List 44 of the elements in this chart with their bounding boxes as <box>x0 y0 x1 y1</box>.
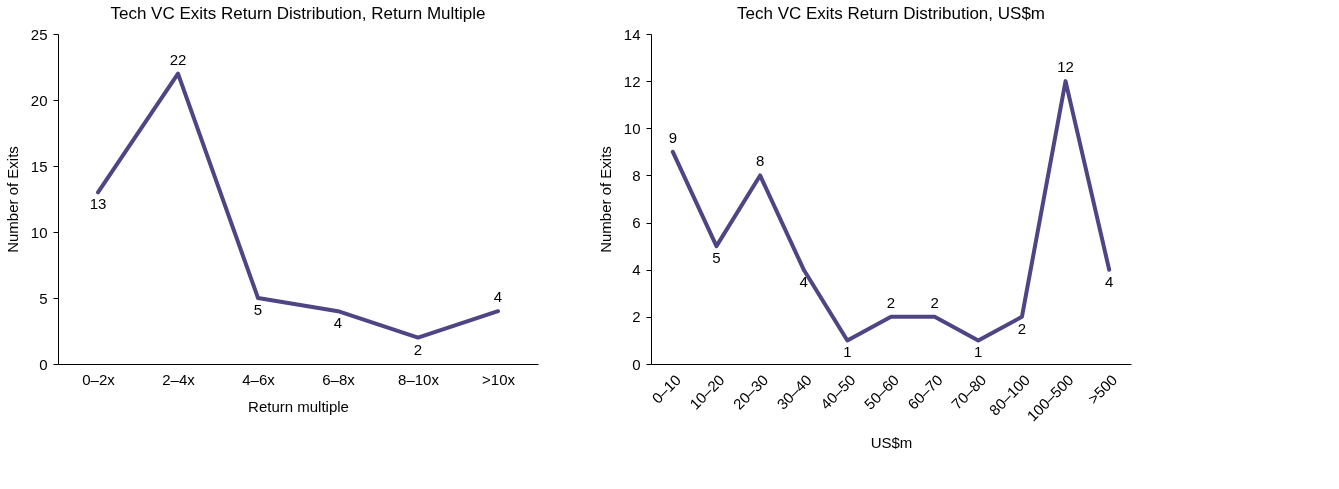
data-label: 12 <box>1057 58 1074 76</box>
y-tick-label: 12 <box>623 72 641 90</box>
y-tick-label: 6 <box>632 214 641 232</box>
y-tick-label: 25 <box>30 25 48 43</box>
x-tick-label: >10x <box>482 370 516 388</box>
data-label: 4 <box>493 288 503 306</box>
y-tick-label: 5 <box>39 289 48 307</box>
y-tick-label: 2 <box>632 308 641 326</box>
data-label: 1 <box>843 343 852 361</box>
y-tick-label: 10 <box>30 223 48 241</box>
data-label: 5 <box>253 301 263 318</box>
y-tick-label: 14 <box>623 25 641 43</box>
y-tick-label: 20 <box>30 91 48 109</box>
x-tick-label: 6–8x <box>322 370 356 388</box>
x-tick-label: 8–10x <box>398 370 440 388</box>
data-label: 2 <box>930 293 939 311</box>
data-label: 2 <box>413 340 423 358</box>
x-axis-title: Return multiple <box>248 397 349 415</box>
y-tick-label: 0 <box>632 355 641 373</box>
x-tick-label: 0–2x <box>82 370 116 388</box>
data-label: 9 <box>668 128 677 146</box>
y-tick-label: 4 <box>632 261 641 279</box>
y-tick-label: 0 <box>39 355 48 373</box>
y-tick-label: 15 <box>30 157 48 175</box>
chart-title: Tech VC Exits Return Distribution, US$m <box>737 4 1045 23</box>
y-tick-label: 10 <box>623 119 641 137</box>
data-label: 2 <box>1017 319 1027 337</box>
data-label: 13 <box>89 195 107 213</box>
data-label: 8 <box>755 152 765 170</box>
x-axis-title: US$m <box>870 434 913 452</box>
chart-title: Tech VC Exits Return Distribution, Return Multiple <box>110 4 486 23</box>
data-label: 5 <box>712 249 721 267</box>
y-axis-title: Number of Exits <box>596 146 614 253</box>
data-label: 2 <box>886 293 896 311</box>
data-label: 4 <box>1105 272 1114 290</box>
y-tick-label: 8 <box>632 166 641 184</box>
data-label: 1 <box>974 343 983 361</box>
x-tick-label: 4–6x <box>242 370 276 388</box>
data-label: 4 <box>333 314 343 332</box>
data-label: 22 <box>169 50 187 68</box>
data-label: 4 <box>799 272 808 290</box>
y-axis-title: Number of Exits <box>3 146 21 253</box>
x-tick-label: 2–4x <box>162 370 196 388</box>
line-series <box>670 79 1112 343</box>
